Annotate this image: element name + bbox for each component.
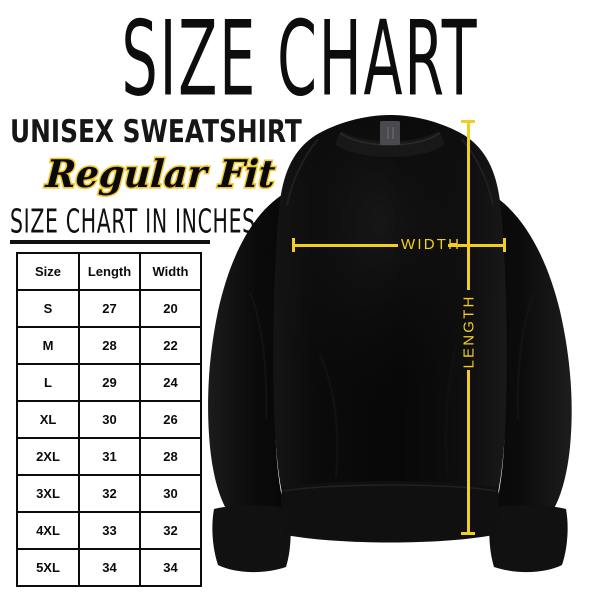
right-cuff — [489, 505, 568, 573]
cell-size: S — [16, 289, 80, 328]
units-heading-underline — [10, 240, 210, 244]
fold-left-sleeve — [248, 292, 268, 420]
cell-width: 32 — [139, 511, 202, 550]
units-heading-wrap: SIZE CHART IN INCHES — [10, 203, 256, 241]
cell-size: 2XL — [16, 437, 80, 476]
cell-size: 5XL — [16, 548, 80, 587]
cell-width: 22 — [139, 326, 202, 365]
table-row: 5XL 34 34 — [16, 548, 202, 587]
column-header-length: Length — [78, 252, 141, 291]
garment-name: UNISEX SWEATSHIRT — [10, 114, 302, 150]
waistband-ribbing — [281, 481, 499, 543]
cell-length: 29 — [78, 363, 141, 402]
right-shoulder-seam — [461, 138, 494, 206]
cell-size: L — [16, 363, 80, 402]
units-heading: SIZE CHART IN INCHES — [10, 203, 256, 241]
table-row: L 29 24 — [16, 363, 202, 402]
fold-right — [444, 344, 458, 478]
cell-size: M — [16, 326, 80, 365]
cell-width: 20 — [139, 289, 202, 328]
cell-length: 30 — [78, 400, 141, 439]
body-highlight — [273, 115, 507, 493]
neck-label-text — [387, 127, 394, 139]
cell-size: XL — [16, 400, 80, 439]
cell-length: 27 — [78, 289, 141, 328]
left-cuff — [212, 505, 291, 573]
cell-width: 26 — [139, 400, 202, 439]
cell-length: 34 — [78, 548, 141, 587]
cell-width: 34 — [139, 548, 202, 587]
page-title: SIZE CHART — [121, 0, 479, 120]
table-row: XL 30 26 — [16, 400, 202, 439]
cell-length: 28 — [78, 326, 141, 365]
column-header-width: Width — [139, 252, 202, 291]
table-header-row: Size Length Width — [16, 252, 202, 291]
cell-length: 32 — [78, 474, 141, 513]
sweatshirt-graphic — [208, 115, 572, 573]
column-header-size: Size — [16, 252, 80, 291]
neck-label-tag — [380, 121, 400, 145]
cell-width: 30 — [139, 474, 202, 513]
table-row: 4XL 33 32 — [16, 511, 202, 550]
cell-length: 33 — [78, 511, 141, 550]
fold-right-sleeve — [516, 292, 536, 420]
table-row: S 27 20 — [16, 289, 202, 328]
cell-size: 3XL — [16, 474, 80, 513]
cell-width: 28 — [139, 437, 202, 476]
table-row: M 28 22 — [16, 326, 202, 365]
table-row: 2XL 31 28 — [16, 437, 202, 476]
garment-illustration: WIDTH LENGTH — [190, 105, 600, 585]
table-row: 3XL 32 30 — [16, 474, 202, 513]
left-shoulder-seam — [286, 138, 319, 206]
waistband-edge — [283, 484, 497, 492]
cell-size: 4XL — [16, 511, 80, 550]
cell-length: 31 — [78, 437, 141, 476]
size-table: Size Length Width S 27 20 M 28 22 L 29 2… — [16, 252, 202, 587]
fold-left — [318, 354, 339, 478]
cell-width: 24 — [139, 363, 202, 402]
